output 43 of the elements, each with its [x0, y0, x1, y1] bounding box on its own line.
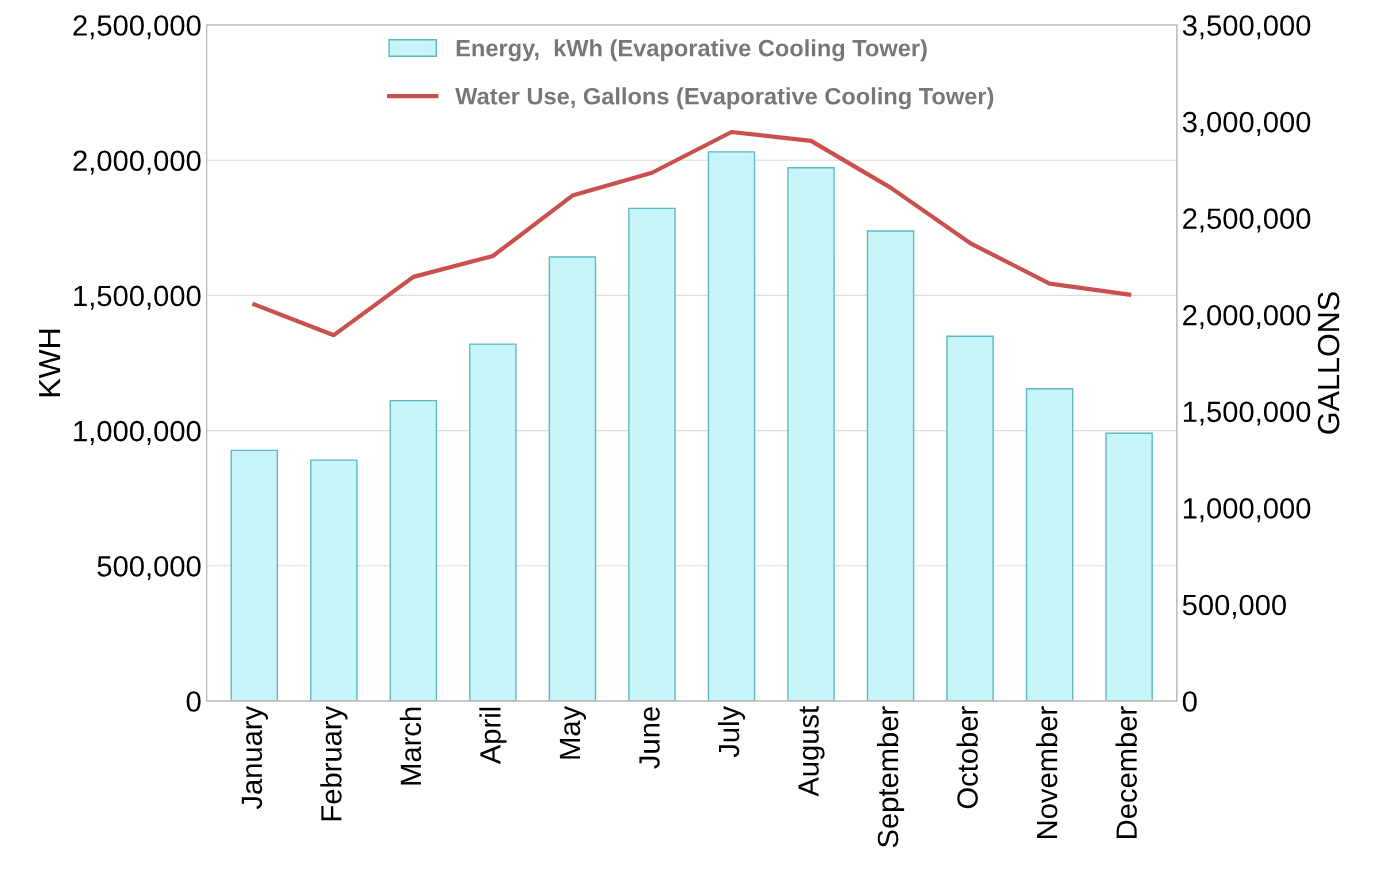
line-series [252, 129, 1132, 338]
bar [389, 399, 438, 702]
y-tick-label: 2,000,000 [73, 150, 201, 175]
x-tick-label: November [1035, 706, 1058, 838]
y-axis-title: KWH [39, 329, 61, 397]
bar [310, 459, 358, 702]
y2-tick-label: 1,500,000 [1183, 401, 1311, 426]
x-tick-label: October [956, 706, 978, 809]
y2-tick-label: 2,500,000 [1183, 208, 1311, 233]
y2-tick-label: 1,000,000 [1183, 498, 1311, 523]
x-tick-label: January [241, 705, 268, 810]
y2-tick-label: 3,500,000 [1182, 15, 1311, 40]
y-tick-label: 1,500,000 [74, 285, 201, 310]
y-tick-label: 0 [186, 691, 201, 712]
legend-label: Energy, kWh (Evaporative Cooling Tower) [456, 39, 927, 62]
x-tick-label: February [320, 705, 348, 821]
y-tick-label: 2,500,000 [73, 15, 201, 40]
y-tick-label: 1,000,000 [74, 420, 201, 445]
y2-tick-label: 0 [1182, 691, 1197, 712]
bar [1105, 432, 1153, 702]
bar [628, 207, 676, 702]
bar [866, 230, 915, 702]
bar [787, 167, 835, 702]
y2-axis-title: GALLONS [1317, 292, 1340, 434]
x-tick-label: September [876, 706, 905, 848]
y2-tick-label: 2,000,000 [1183, 304, 1311, 330]
x-tick-label: March [399, 707, 422, 785]
y-tick-label: 500,000 [97, 556, 201, 581]
x-tick-label: July [717, 705, 746, 758]
bar [707, 151, 756, 702]
y2-tick-label: 3,000,000 [1182, 111, 1311, 136]
x-tick-label: June [639, 707, 660, 769]
bar [1025, 387, 1074, 702]
x-tick-label: August [798, 706, 825, 797]
bar [469, 343, 517, 702]
x-tick-label: April [479, 707, 507, 765]
x-tick-label: December [1115, 706, 1137, 838]
y2-tick-label: 500,000 [1182, 594, 1286, 619]
x-tick-label: May [559, 705, 587, 759]
bar [946, 335, 994, 702]
legend-label: Water Use, Gallons (Evaporative Cooling Tower) [455, 87, 994, 110]
bar [548, 256, 597, 702]
bar [230, 449, 279, 702]
